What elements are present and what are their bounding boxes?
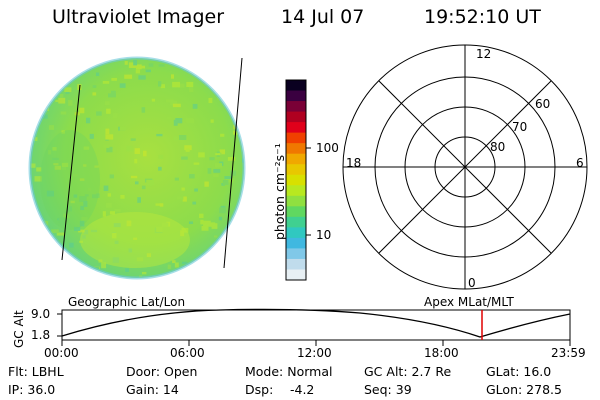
colorbar-segment — [286, 269, 306, 281]
colorbar-segment — [286, 101, 306, 113]
color-scale-bar — [285, 79, 307, 281]
door-info: Door: Open — [126, 364, 198, 379]
y-tick-9: 9.0 — [31, 307, 51, 321]
colorbar-segment — [286, 237, 306, 249]
gc-alt-axis-title: GC Alt — [12, 310, 26, 348]
terminator-line-left — [61, 84, 81, 261]
colorbar-tick-10: 10 — [316, 228, 332, 242]
colorbar-segment — [286, 80, 306, 92]
ring-label-70: 70 — [512, 120, 528, 134]
image-date: 14 Jul 07 — [281, 6, 365, 28]
y-tick-1-8: 1.8 — [31, 328, 51, 342]
terminator-line-right — [223, 57, 243, 269]
colorbar-segment — [286, 174, 306, 186]
colorbar-unit-label: photon cm⁻²s⁻¹ — [272, 143, 287, 240]
colorbar-segment — [286, 132, 306, 144]
geographic-label: Geographic Lat/Lon — [68, 295, 186, 309]
dsp-value: -4.2 — [290, 382, 315, 397]
colorbar-segment — [286, 164, 306, 176]
colorbar-segment — [286, 258, 306, 270]
x-tick-0000: 00:00 — [44, 346, 79, 360]
colorbar-segment — [286, 216, 306, 228]
apex-label: Apex MLat/MLT — [424, 295, 514, 309]
ip-info: IP: 36.0 — [8, 382, 56, 397]
polar-label-0: 0 — [468, 276, 476, 290]
x-tick-0600: 06:00 — [170, 346, 205, 360]
colorbar-segment — [286, 153, 306, 165]
polar-label-6: 6 — [576, 156, 584, 170]
glon-info: GLon: 278.5 — [486, 382, 562, 397]
filter-info: Flt: LBHL — [8, 364, 64, 379]
colorbar-segment — [286, 90, 306, 102]
colorbar-segment — [286, 122, 306, 134]
mode-info: Mode: Normal — [245, 364, 333, 379]
colorbar-segment — [286, 206, 306, 218]
colorbar-segment — [286, 195, 306, 207]
x-tick-2359: 23:59 — [551, 346, 586, 360]
x-tick-1200: 12:00 — [297, 346, 332, 360]
colorbar-tick-100: 100 — [316, 141, 339, 155]
x-tick-1800: 18:00 — [424, 346, 459, 360]
ring-label-60: 60 — [535, 97, 551, 111]
polar-grid — [342, 44, 588, 290]
gc-alt-info: GC Alt: 2.7 Re — [364, 364, 452, 379]
instrument-title: Ultraviolet Imager — [52, 6, 225, 28]
colorbar-segment — [286, 111, 306, 123]
ring-label-80: 80 — [490, 140, 506, 154]
polar-label-12: 12 — [476, 47, 492, 61]
aurora-disk-image — [28, 56, 246, 280]
polar-label-18: 18 — [346, 156, 362, 170]
image-time: 19:52:10 UT — [424, 6, 541, 28]
colorbar-segment — [286, 143, 306, 155]
colorbar-segment — [286, 248, 306, 260]
dsp-label: Dsp: — [245, 382, 274, 397]
glat-info: GLat: 16.0 — [486, 364, 552, 379]
colorbar-segment — [286, 185, 306, 197]
seq-info: Seq: 39 — [364, 382, 412, 397]
gain-info: Gain: 14 — [126, 382, 179, 397]
altitude-panel — [57, 308, 571, 346]
colorbar-segment — [286, 227, 306, 239]
